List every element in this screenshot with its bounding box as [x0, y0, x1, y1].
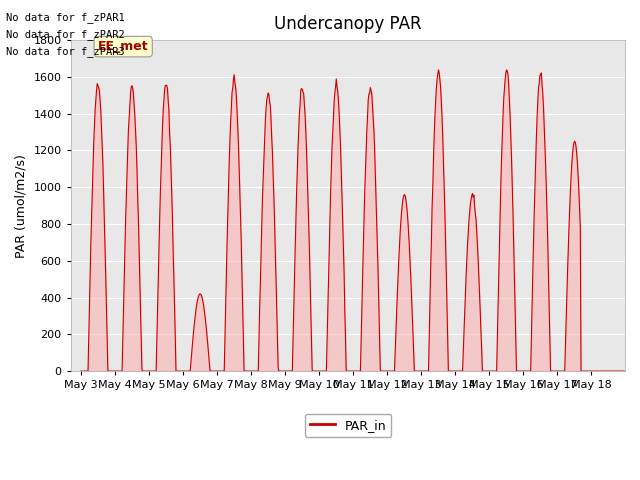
- Text: No data for f_zPAR2: No data for f_zPAR2: [6, 29, 125, 40]
- Text: EE_met: EE_met: [98, 40, 148, 53]
- Legend: PAR_in: PAR_in: [305, 414, 391, 437]
- Title: Undercanopy PAR: Undercanopy PAR: [274, 15, 422, 33]
- Text: No data for f_zPAR1: No data for f_zPAR1: [6, 12, 125, 23]
- Y-axis label: PAR (umol/m2/s): PAR (umol/m2/s): [15, 154, 28, 258]
- Text: No data for f_zPAR3: No data for f_zPAR3: [6, 46, 125, 57]
